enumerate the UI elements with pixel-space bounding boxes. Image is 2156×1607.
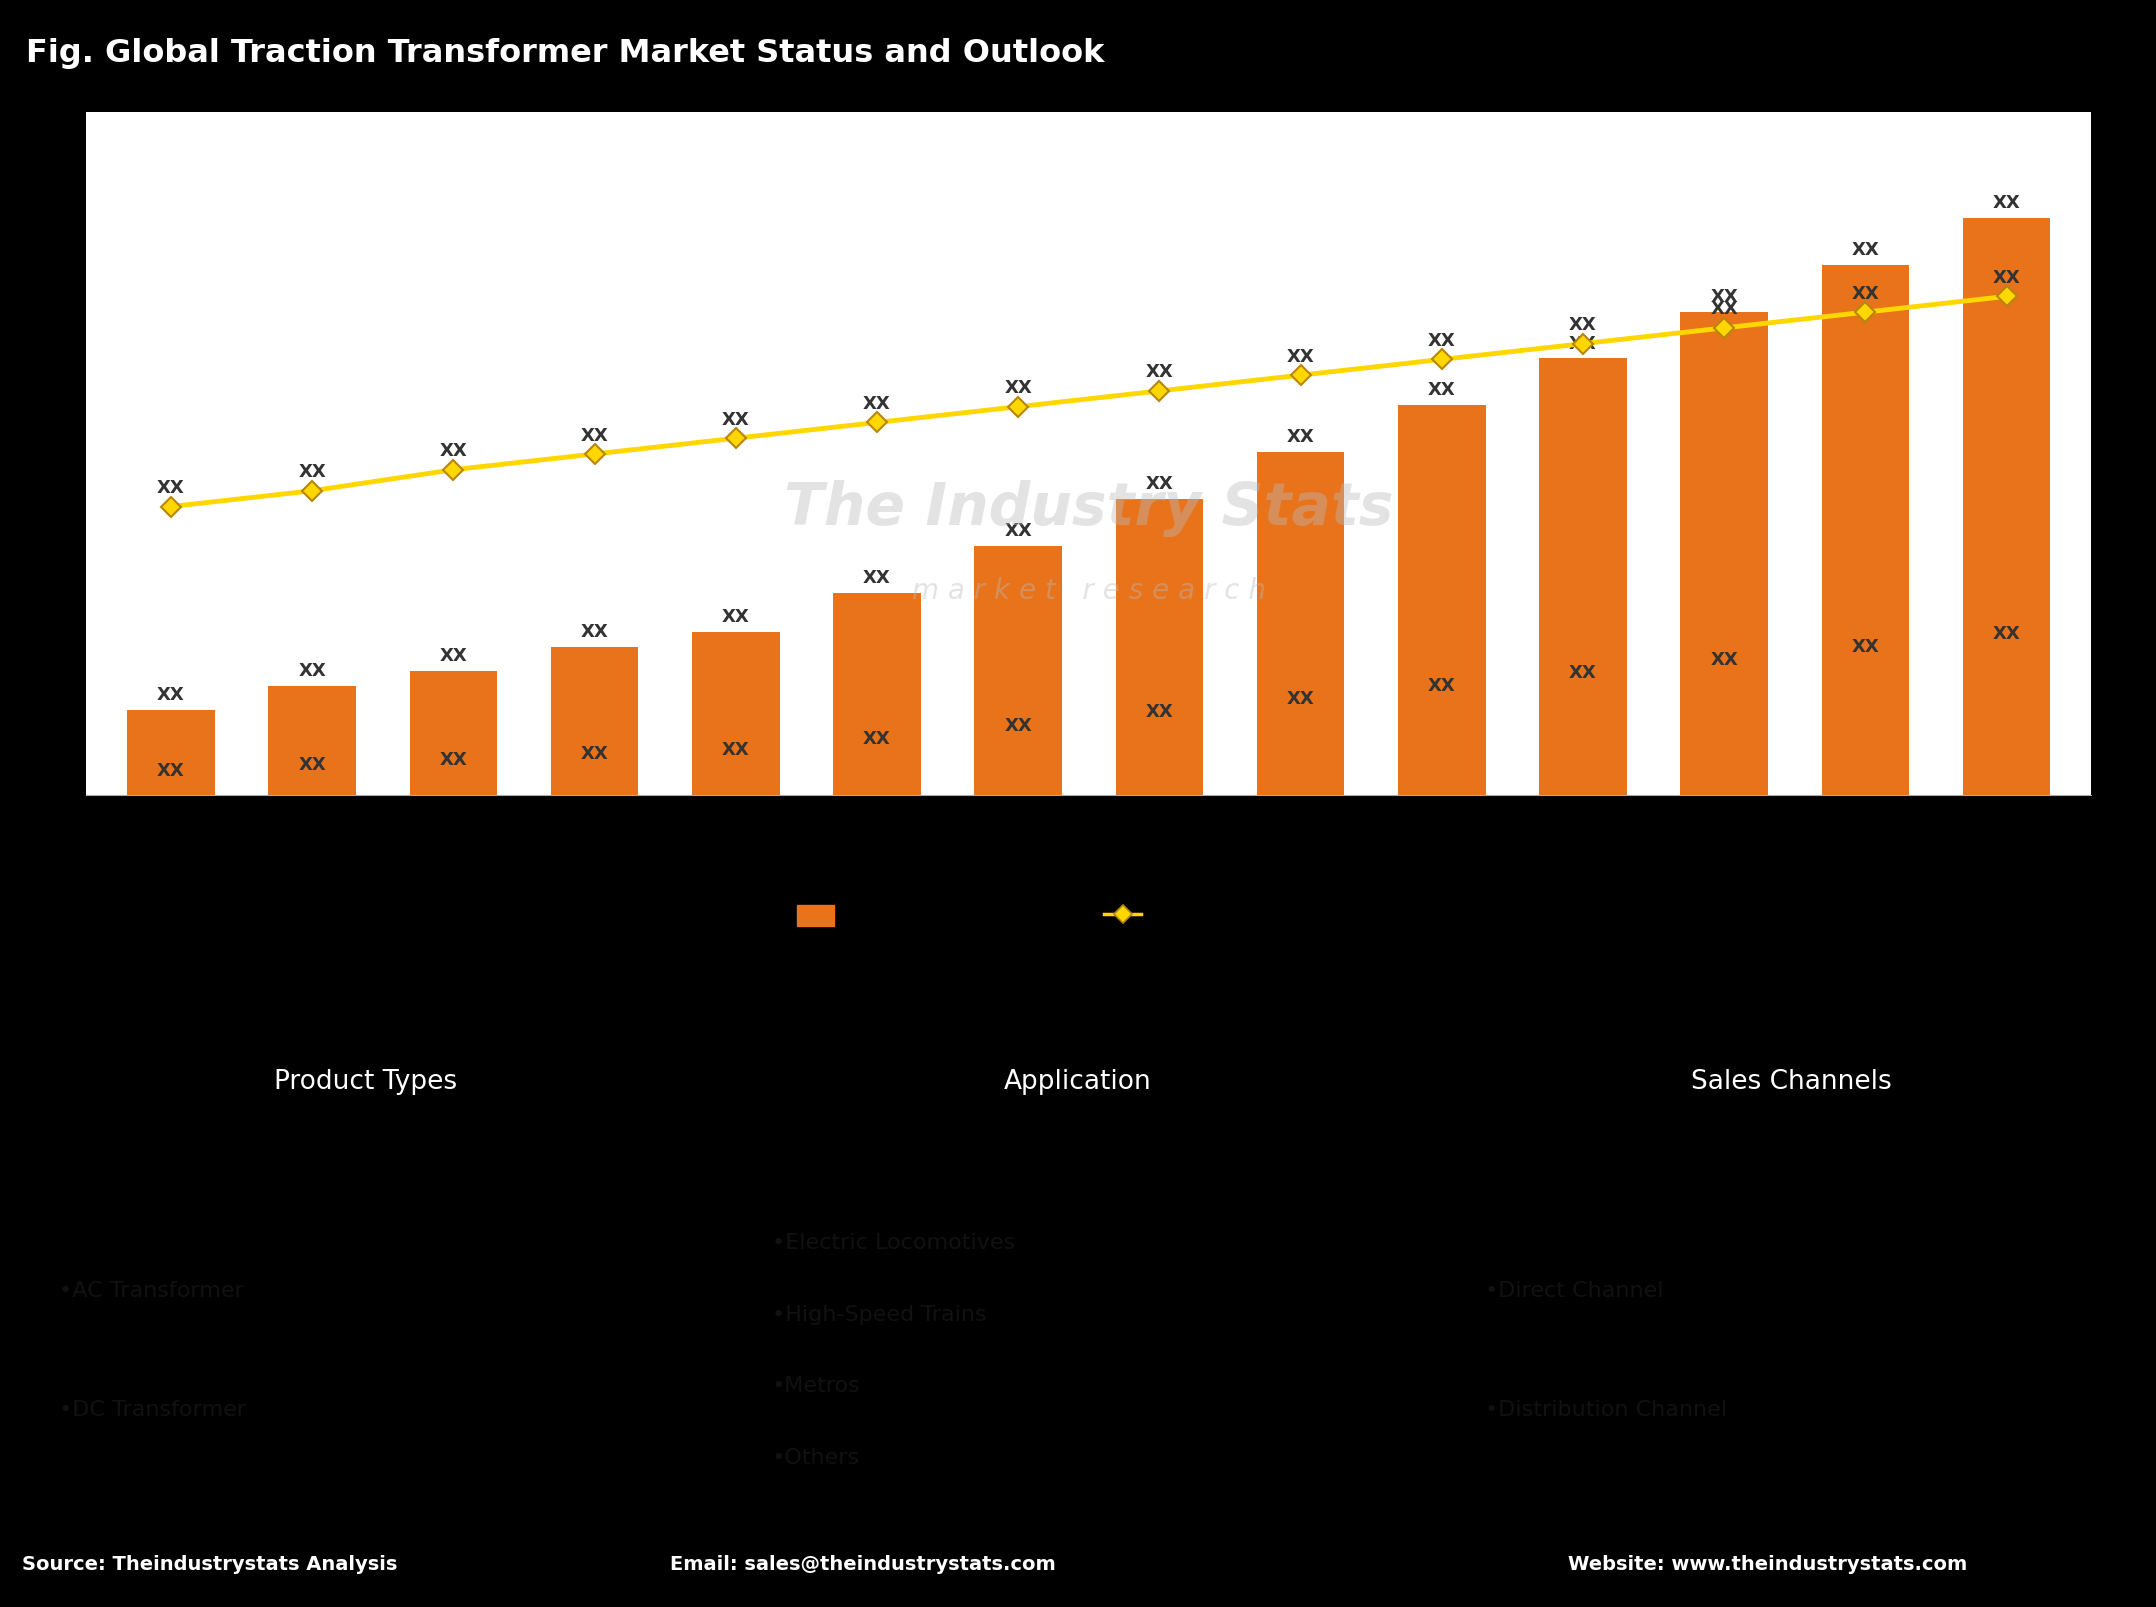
Text: Source: Theindustrystats Analysis: Source: Theindustrystats Analysis xyxy=(22,1556,397,1575)
Text: XX: XX xyxy=(580,426,608,445)
Text: XX: XX xyxy=(440,442,468,460)
Text: XX: XX xyxy=(298,463,326,482)
Text: Product Types: Product Types xyxy=(274,1069,457,1094)
Text: XX: XX xyxy=(1427,677,1455,696)
Text: Application: Application xyxy=(1005,1069,1151,1094)
Text: •Others: •Others xyxy=(772,1448,860,1467)
Text: •Direct Channel: •Direct Channel xyxy=(1485,1281,1662,1302)
Bar xyxy=(410,670,498,795)
Text: XX: XX xyxy=(1992,194,2020,212)
Text: XX: XX xyxy=(580,746,608,763)
Text: XX: XX xyxy=(1287,691,1315,709)
Bar xyxy=(692,632,780,795)
Text: m a r k e t   r e s e a r c h: m a r k e t r e s e a r c h xyxy=(912,577,1266,604)
Bar xyxy=(550,648,638,795)
Text: XX: XX xyxy=(1710,301,1738,318)
Bar xyxy=(1822,265,1910,795)
Text: XX: XX xyxy=(157,686,185,704)
Text: The Industry Stats: The Industry Stats xyxy=(785,480,1393,537)
Text: XX: XX xyxy=(1570,317,1598,334)
Bar xyxy=(267,686,356,795)
Text: Website: www.theindustrystats.com: Website: www.theindustrystats.com xyxy=(1567,1556,1968,1575)
Bar xyxy=(1962,219,2050,795)
Text: XX: XX xyxy=(1852,241,1880,259)
Text: XX: XX xyxy=(1570,334,1598,352)
Text: Email: sales@theindustrystats.com: Email: sales@theindustrystats.com xyxy=(671,1556,1054,1575)
Bar xyxy=(1257,452,1345,795)
Text: •Distribution Channel: •Distribution Channel xyxy=(1485,1400,1727,1421)
Text: XX: XX xyxy=(1005,522,1033,540)
Text: XX: XX xyxy=(440,646,468,665)
Text: XX: XX xyxy=(862,395,890,413)
Text: XX: XX xyxy=(1710,288,1738,305)
Text: XX: XX xyxy=(157,762,185,781)
Text: XX: XX xyxy=(1287,347,1315,366)
Text: XX: XX xyxy=(1145,704,1173,722)
Bar xyxy=(1397,405,1485,795)
Bar xyxy=(975,546,1063,795)
Text: XX: XX xyxy=(580,624,608,641)
Text: XX: XX xyxy=(722,741,750,759)
Text: XX: XX xyxy=(1992,268,2020,288)
Text: XX: XX xyxy=(722,607,750,625)
Text: •AC Transformer: •AC Transformer xyxy=(58,1281,244,1302)
Text: XX: XX xyxy=(1427,381,1455,400)
Text: XX: XX xyxy=(862,730,890,747)
Text: XX: XX xyxy=(1852,638,1880,656)
Text: •Metros: •Metros xyxy=(772,1376,860,1396)
Text: XX: XX xyxy=(298,755,326,775)
Bar xyxy=(1115,498,1203,795)
Text: XX: XX xyxy=(1005,717,1033,734)
Bar xyxy=(1680,312,1768,795)
Text: XX: XX xyxy=(440,752,468,770)
Text: XX: XX xyxy=(1145,476,1173,493)
Legend: Revenue (Million $), Y-oY Growth Rate (%): Revenue (Million $), Y-oY Growth Rate (%… xyxy=(789,897,1388,935)
Text: XX: XX xyxy=(1570,664,1598,681)
Text: XX: XX xyxy=(1427,333,1455,350)
Text: XX: XX xyxy=(298,662,326,680)
Text: Fig. Global Traction Transformer Market Status and Outlook: Fig. Global Traction Transformer Market … xyxy=(26,37,1104,69)
Bar xyxy=(1539,358,1628,795)
Text: XX: XX xyxy=(722,411,750,429)
Bar xyxy=(832,593,921,795)
Text: XX: XX xyxy=(1287,427,1315,447)
Text: XX: XX xyxy=(1145,363,1173,381)
Text: XX: XX xyxy=(1710,651,1738,669)
Text: XX: XX xyxy=(1992,625,2020,643)
Text: XX: XX xyxy=(1005,379,1033,397)
Text: XX: XX xyxy=(862,569,890,587)
Text: XX: XX xyxy=(1852,284,1880,302)
Bar xyxy=(127,710,216,795)
Text: Sales Channels: Sales Channels xyxy=(1690,1069,1891,1094)
Text: •Electric Locomotives: •Electric Locomotives xyxy=(772,1233,1015,1253)
Text: XX: XX xyxy=(157,479,185,497)
Text: •High-Speed Trains: •High-Speed Trains xyxy=(772,1305,987,1324)
Text: •DC Transformer: •DC Transformer xyxy=(58,1400,246,1421)
